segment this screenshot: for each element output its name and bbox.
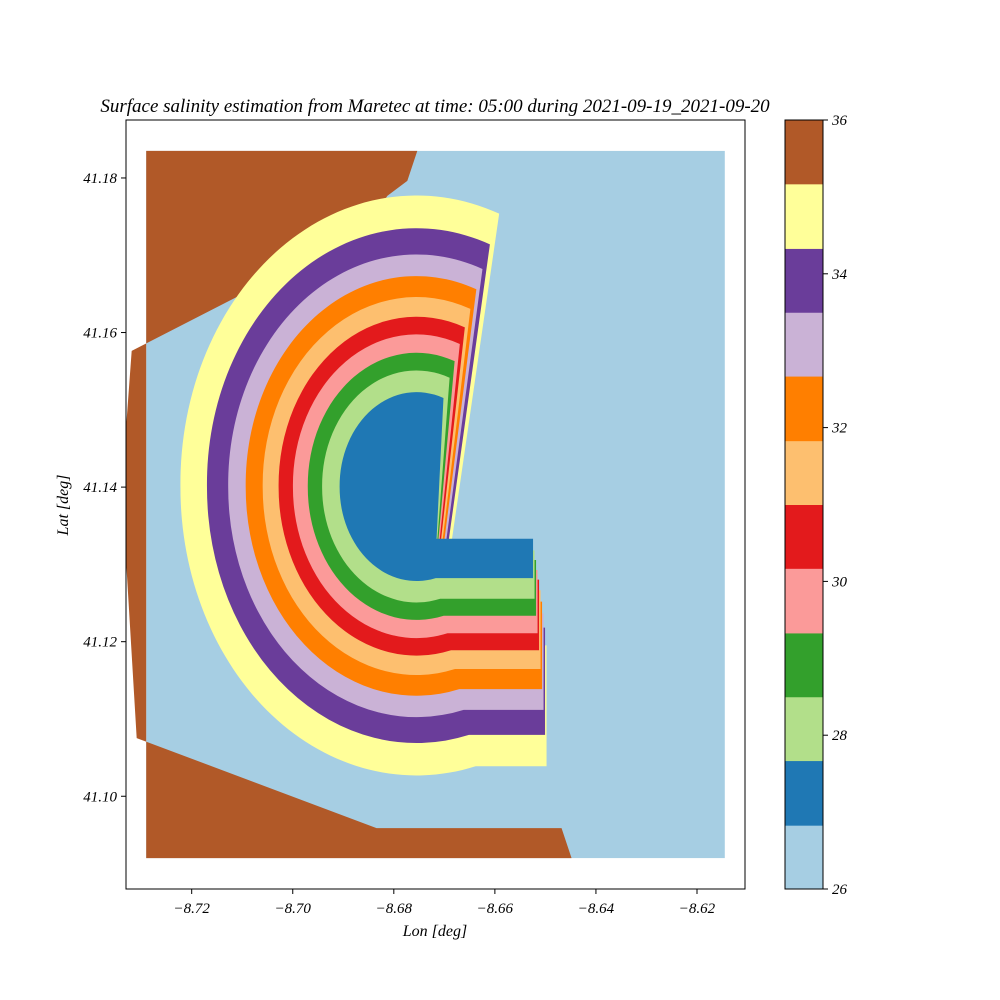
colorbar-tick-label: 34 [831, 267, 848, 283]
colorbar-level-12 [785, 120, 823, 185]
colorbar-tick-label: 30 [831, 574, 848, 590]
colorbar-level-6 [785, 504, 823, 569]
y-axis-ticks: 41.10 41.12 41.14 41.16 41.18 [83, 171, 126, 805]
colorbar-level-9 [785, 312, 823, 377]
field-region-offshore [126, 150, 572, 859]
colorbar-frame [784, 119, 824, 890]
colorbar-tick-label: 26 [832, 882, 848, 898]
colorbar-level-4 [785, 632, 823, 698]
colorbar [785, 120, 823, 890]
y-tick-label: 41.10 [83, 789, 117, 805]
colorbar-ticks: 26 28 30 32 34 36 [823, 113, 848, 898]
field-band-1 [339, 392, 534, 582]
chart-title: Surface salinity estimation from Maretec… [100, 96, 770, 117]
y-tick-label: 41.18 [83, 171, 117, 187]
y-tick-label: 41.16 [83, 326, 117, 342]
x-tick-label: −8.64 [578, 901, 615, 917]
colorbar-level-11 [785, 183, 823, 249]
x-tick-label: −8.62 [679, 901, 716, 917]
x-tick-label: −8.66 [477, 901, 514, 917]
y-axis-label: Lat [deg] [55, 475, 72, 537]
colorbar-tick-label: 28 [832, 728, 848, 744]
y-tick-label: 41.12 [83, 635, 117, 651]
colorbar-tick-label: 32 [831, 421, 848, 437]
colorbar-level-2 [785, 760, 823, 826]
x-tick-label: −8.72 [174, 901, 211, 917]
x-axis-label: Lon [deg] [402, 923, 467, 940]
salinity-field [126, 150, 725, 859]
x-tick-label: −8.68 [376, 901, 413, 917]
colorbar-level-7 [785, 440, 823, 505]
colorbar-level-1 [785, 825, 823, 890]
colorbar-level-5 [785, 568, 823, 634]
colorbar-level-3 [785, 696, 823, 762]
x-tick-label: −8.70 [275, 901, 312, 917]
x-axis-ticks: −8.72 −8.70 −8.68 −8.66 −8.64 −8.62 [174, 889, 716, 917]
plot-frame [125, 119, 746, 890]
colorbar-level-10 [785, 248, 823, 313]
y-tick-label: 41.14 [83, 480, 117, 496]
colorbar-level-8 [785, 376, 823, 442]
colorbar-tick-label: 36 [831, 113, 848, 129]
